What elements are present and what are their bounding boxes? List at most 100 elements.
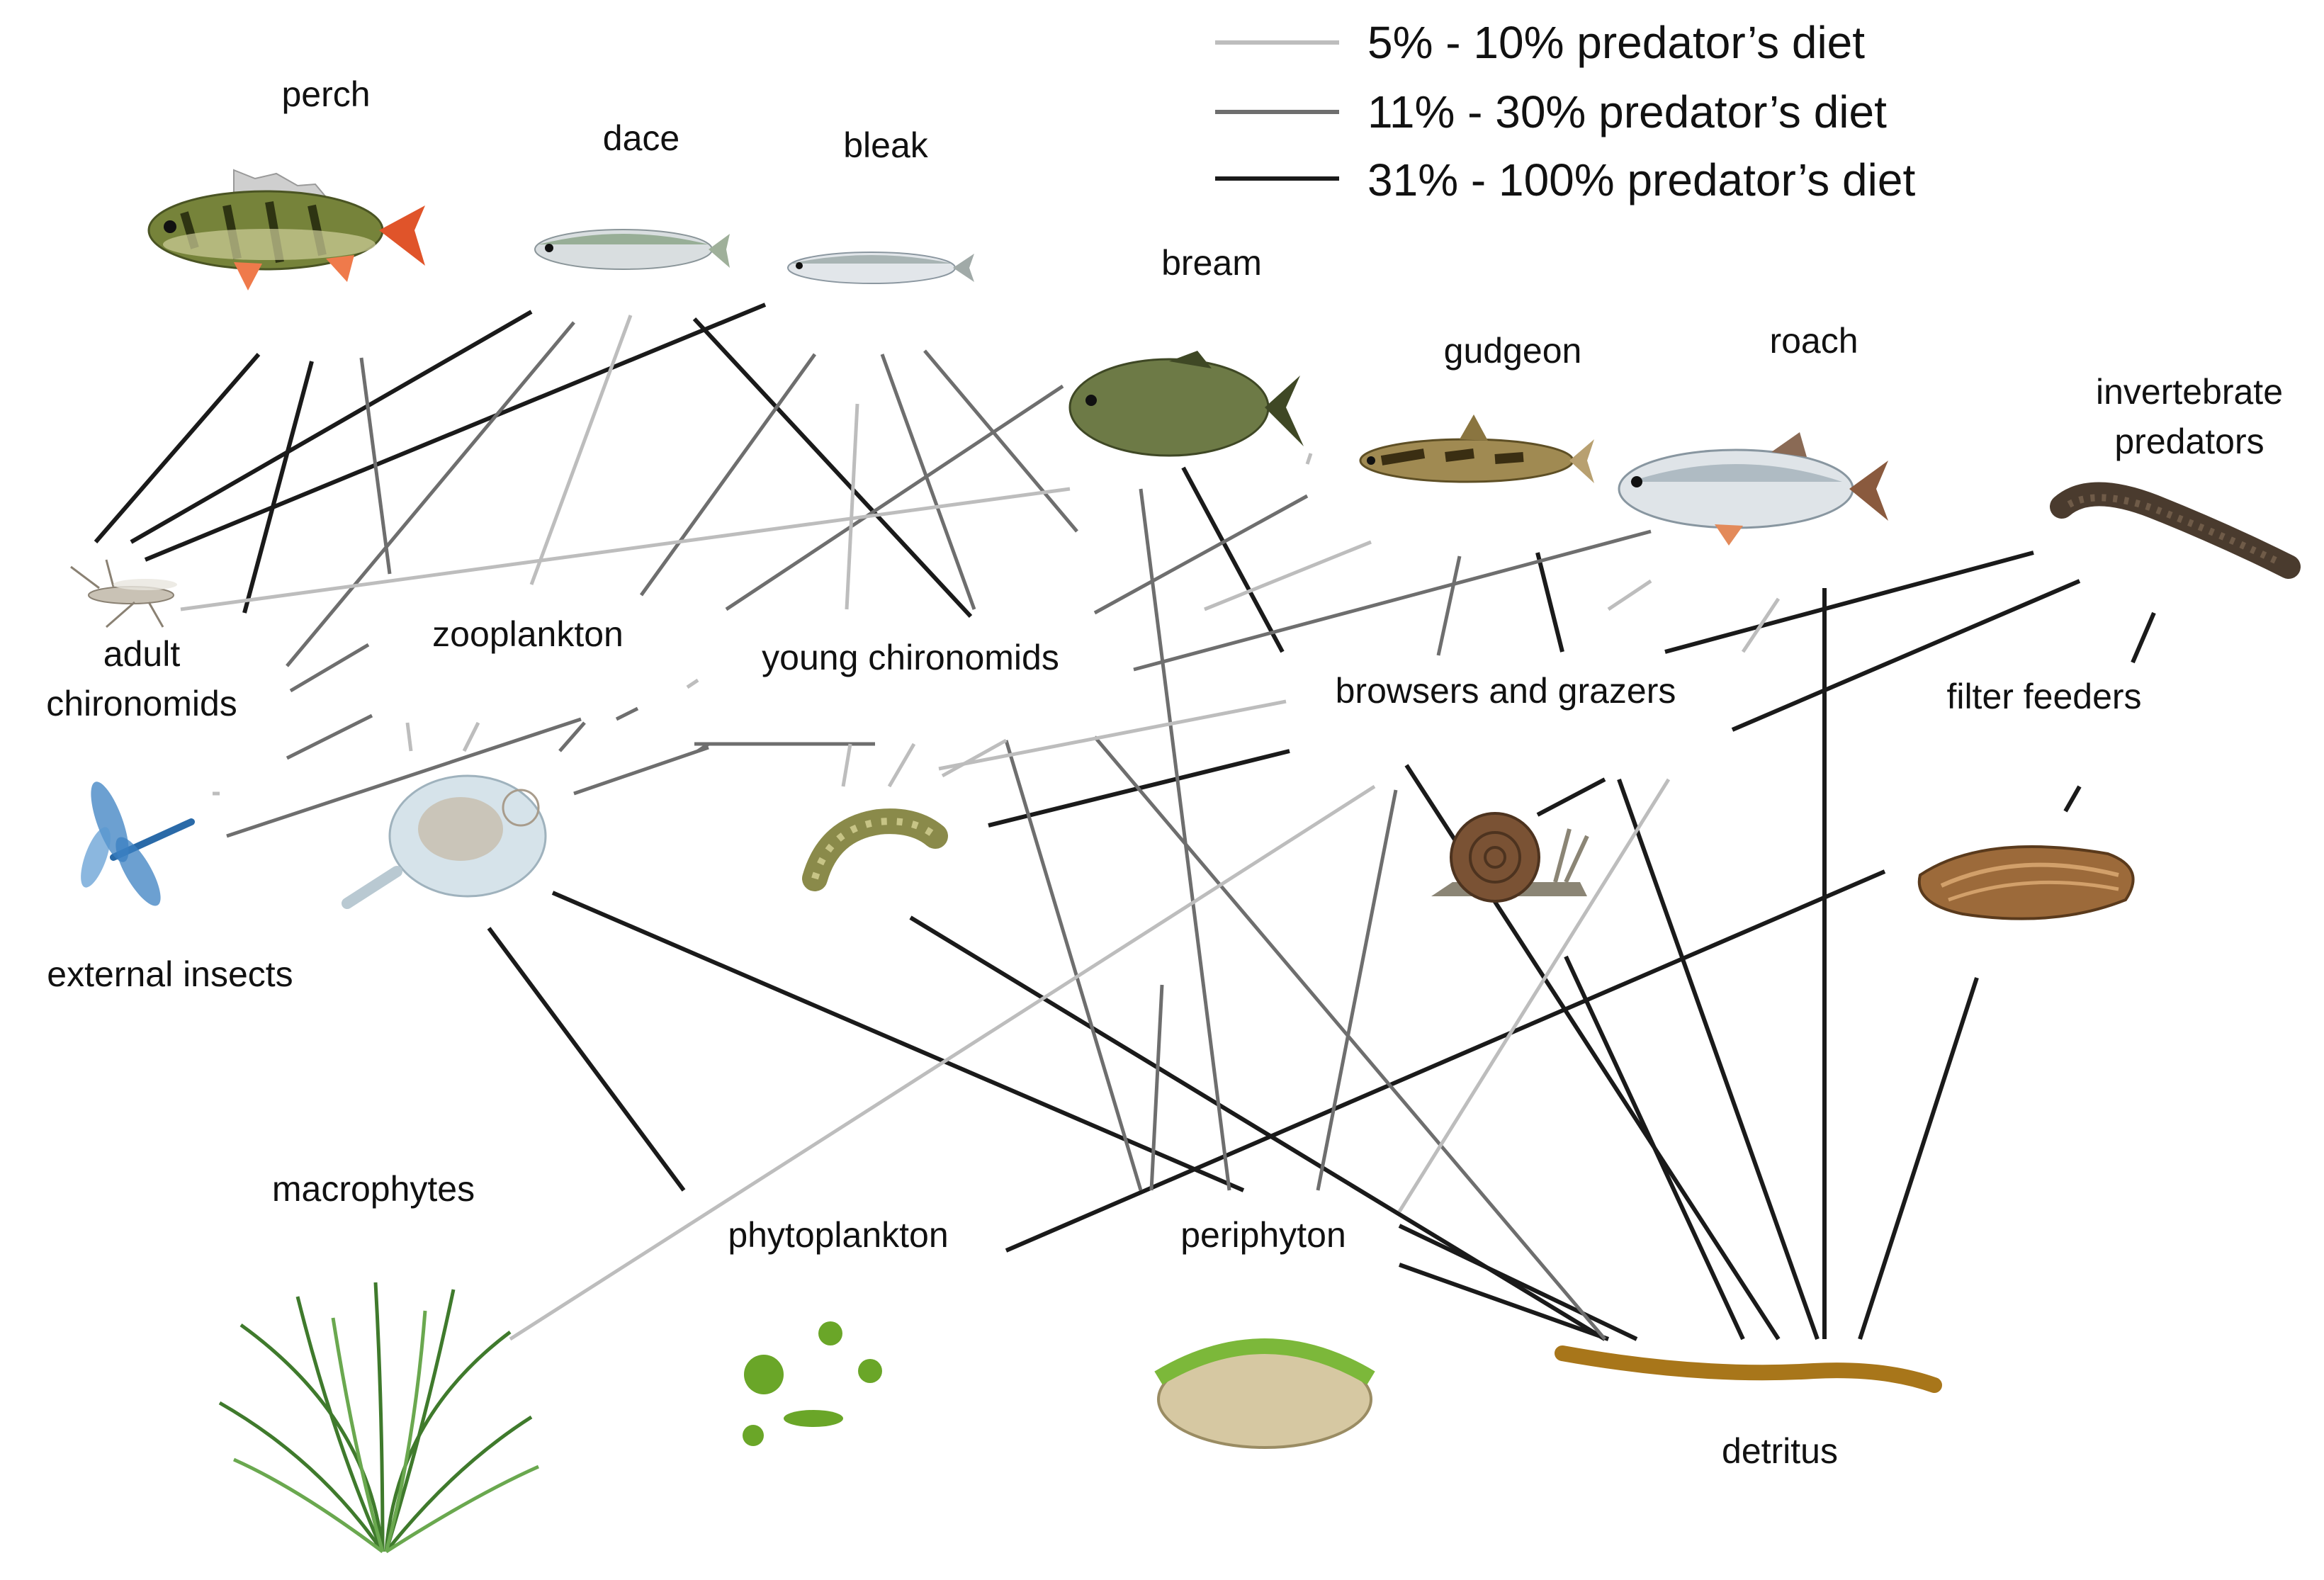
link-weak (941, 738, 1008, 778)
link-medium (558, 721, 586, 752)
leech-icon (2050, 482, 2301, 579)
rotifer-icon (342, 774, 547, 909)
label-adult-chironomids-line2: chironomids (46, 684, 237, 723)
link-medium (880, 354, 976, 610)
link-strong (1731, 579, 2081, 732)
link-weak (841, 743, 852, 787)
link-strong (1858, 977, 1979, 1340)
link-medium (1316, 789, 1398, 1191)
larva-icon (802, 808, 948, 891)
trophic-links (94, 303, 2156, 1341)
link-strong (551, 891, 1245, 1192)
legend: 5% - 10% predator’s diet 11% - 30% preda… (1215, 17, 1915, 205)
link-medium (1149, 984, 1164, 1191)
link-strong (2131, 611, 2156, 664)
label-invertebrate-predators-line2: predators (2114, 422, 2264, 461)
link-weak (509, 784, 1376, 1341)
link-medium (1139, 488, 1231, 1191)
link-weak (887, 743, 916, 788)
link-strong (242, 361, 314, 614)
link-strong (1664, 551, 2034, 654)
label-detritus: detritus (1722, 1431, 1838, 1471)
link-strong (1617, 778, 1820, 1341)
link-weak (686, 678, 699, 689)
label-macrophytes: macrophytes (272, 1169, 475, 1209)
link-strong (1005, 869, 1886, 1253)
label-external-insects: external insects (47, 954, 293, 994)
label-bream: bream (1161, 243, 1262, 283)
link-medium (1093, 735, 1606, 1341)
legend-label-medium: 11% - 30% predator’s diet (1367, 86, 1887, 137)
link-weak (180, 487, 1071, 611)
link-medium (573, 745, 709, 796)
link-medium (359, 357, 392, 575)
link-weak (938, 699, 1287, 771)
label-bleak: bleak (843, 125, 929, 165)
biofilm-icon (1154, 1338, 1375, 1449)
roach-fish-icon (1618, 432, 1888, 546)
link-weak (529, 315, 633, 585)
link-strong (1398, 1263, 1610, 1341)
legend-item-dark: 31% - 100% predator’s diet (1215, 154, 1915, 205)
label-adult-chironomids-line1: adult (103, 634, 181, 674)
label-invertebrate-predators-line1: invertebrate (2096, 372, 2283, 412)
legend-item-medium: 11% - 30% predator’s diet (1215, 86, 1887, 137)
link-medium (639, 353, 817, 597)
link-weak (1741, 597, 1781, 653)
link-weak (845, 403, 859, 610)
link-weak (1204, 540, 1372, 611)
label-phytoplankton: phytoplankton (728, 1215, 948, 1255)
link-medium (286, 713, 373, 760)
bleak-fish-icon (787, 252, 974, 284)
link-medium (226, 717, 582, 838)
link-weak (462, 721, 480, 752)
label-perch: perch (281, 74, 370, 114)
node-labels: perch dace bleak bream gudgeon roach inv… (46, 74, 2283, 1471)
link-medium (725, 384, 1064, 611)
label-gudgeon: gudgeon (1444, 331, 1582, 371)
bream-fish-icon (1068, 351, 1304, 457)
legend-label-light: 5% - 10% predator’s diet (1367, 17, 1865, 68)
link-strong (2063, 785, 2082, 813)
dace-fish-icon (534, 229, 730, 270)
link-medium (1436, 555, 1462, 656)
link-strong (1398, 1224, 1638, 1341)
link-medium (1133, 529, 1652, 672)
detritus-icon (1555, 1345, 1942, 1393)
algae-cells-icon (743, 1321, 882, 1446)
link-medium (1004, 740, 1143, 1191)
snail-icon (1431, 812, 1589, 903)
link-medium (615, 706, 639, 721)
link-medium (289, 643, 370, 693)
link-weak (1397, 778, 1671, 1213)
link-strong (1536, 777, 1606, 817)
link-strong (1535, 552, 1564, 653)
link-weak (1607, 579, 1652, 611)
label-dace: dace (603, 118, 679, 158)
link-strong (144, 303, 767, 562)
legend-label-dark: 31% - 100% predator’s diet (1367, 154, 1915, 205)
midge-icon (70, 559, 177, 628)
legend-item-light: 5% - 10% predator’s diet (1215, 17, 1865, 68)
perch-fish-icon (147, 169, 425, 290)
label-periphyton: periphyton (1180, 1215, 1346, 1255)
link-strong (1564, 955, 1745, 1341)
label-young-chironomids: young chironomids (762, 638, 1059, 677)
dragonfly-icon (81, 781, 195, 906)
label-filter-feeders: filter feeders (1946, 677, 2141, 716)
link-strong (1181, 466, 1285, 653)
label-zooplankton: zooplankton (432, 614, 624, 654)
link-medium (1093, 494, 1309, 615)
grass-icon (218, 1282, 540, 1554)
link-strong (94, 353, 261, 543)
label-roach: roach (1769, 321, 1858, 361)
link-strong (487, 927, 686, 1192)
link-medium (923, 349, 1078, 533)
link-weak (1305, 453, 1313, 465)
link-strong (692, 317, 973, 619)
link-strong (130, 310, 533, 544)
label-browsers-and-grazers: browsers and grazers (1336, 671, 1676, 711)
gudgeon-fish-icon (1359, 414, 1594, 483)
link-medium (286, 321, 575, 667)
